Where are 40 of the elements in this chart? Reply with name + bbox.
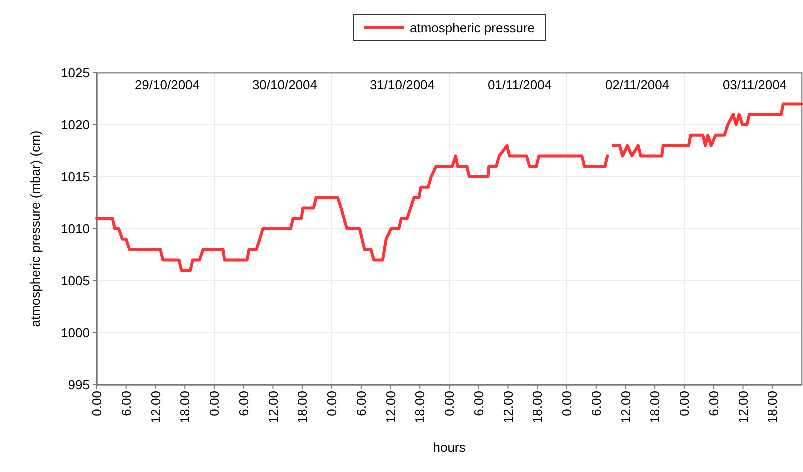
x-tick-label: 12.00 — [266, 391, 281, 424]
x-tick-label: 0.00 — [560, 391, 575, 416]
annotation: 03/11/2004 — [722, 78, 788, 93]
x-tick-label: 18.00 — [178, 391, 193, 424]
y-tick-label: 1000 — [61, 326, 90, 341]
x-axis-title: hours — [433, 440, 466, 455]
y-tick-label: 1015 — [61, 170, 90, 185]
annotation: 31/10/2004 — [370, 78, 436, 93]
y-tick-label: 1010 — [61, 222, 90, 237]
x-tick-label: 6.00 — [118, 391, 134, 416]
y-tick-label: 1020 — [61, 118, 90, 133]
x-tick-label: 0.00 — [324, 391, 340, 416]
annotation: 29/10/2004 — [134, 78, 200, 93]
x-tick-label: 12.00 — [736, 391, 751, 424]
x-tick-label: 6.00 — [236, 391, 252, 416]
x-tick-label: 18.00 — [295, 391, 310, 424]
x-tick-label: 12.00 — [383, 391, 398, 424]
annotation: 30/10/2004 — [252, 78, 318, 93]
x-tick-label: 12.00 — [618, 391, 634, 424]
y-tick-label: 1005 — [61, 274, 90, 289]
x-tick-label: 6.00 — [706, 391, 722, 416]
x-tick-label: 0.00 — [90, 391, 105, 416]
x-tick-label: 6.00 — [588, 391, 604, 416]
x-tick-label: 18.00 — [765, 391, 780, 424]
annotation: 01/11/2004 — [488, 78, 552, 93]
x-tick-label: 6.00 — [471, 391, 486, 416]
x-tick-label: 18.00 — [412, 391, 428, 424]
y-tick-label: 1025 — [61, 66, 90, 81]
y-axis-title: atmospheric pressure (mbar) (cm) — [28, 130, 43, 328]
x-tick-label: 18.00 — [648, 391, 663, 424]
x-tick-label: 0.00 — [207, 391, 222, 416]
x-tick-label: 12.00 — [500, 391, 516, 424]
x-tick-label: 6.00 — [354, 391, 369, 416]
x-tick-label: 18.00 — [530, 391, 546, 424]
y-tick-label: 995 — [68, 378, 90, 393]
annotation: 02/11/2004 — [605, 78, 670, 93]
legend-label: atmospheric pressure — [410, 20, 535, 36]
x-tick-label: 0.00 — [442, 391, 458, 416]
x-tick-label: 12.00 — [148, 391, 164, 424]
x-tick-label: 0.00 — [677, 391, 692, 416]
